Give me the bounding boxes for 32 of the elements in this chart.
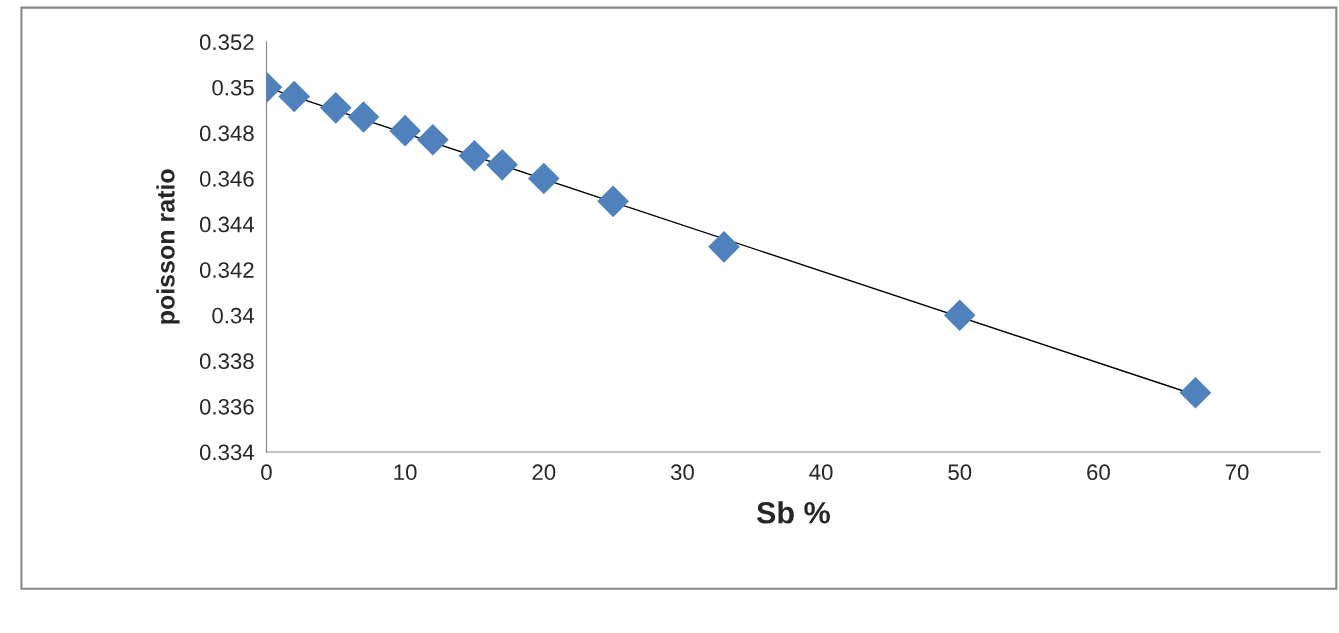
point: [527, 162, 560, 195]
point: [417, 123, 449, 156]
y-tick-label: 0.348: [199, 125, 254, 142]
y-tick-label: 0.336: [199, 398, 254, 415]
point: [319, 92, 352, 124]
point: [486, 149, 519, 181]
x-axis-title: Sb %: [756, 501, 830, 524]
x-tick-label: 40: [809, 464, 833, 481]
point: [347, 101, 380, 133]
point: [1179, 376, 1212, 409]
y-tick-label: 0.34: [212, 307, 255, 324]
y-tick-label: 0.352: [199, 34, 254, 51]
point: [389, 114, 421, 147]
x-tick-label: 60: [1087, 464, 1110, 481]
point: [458, 139, 491, 172]
x-tick-label: 50: [948, 464, 972, 481]
x-tick-label: 30: [670, 464, 694, 481]
y-axis-title: poisson ratio: [156, 169, 180, 324]
point: [278, 80, 311, 113]
y-tick-label: 0.35: [212, 79, 254, 96]
y-tick-label: 0.342: [199, 262, 254, 278]
y-tick-label: 0.334: [199, 444, 255, 461]
y-tick-label: 0.338: [199, 353, 254, 370]
point: [597, 185, 629, 218]
y-tick-label: 0.344: [199, 216, 255, 233]
x-tick-label: 0: [261, 464, 272, 481]
x-tick-label: 10: [394, 464, 417, 481]
point: [708, 231, 740, 263]
x-tick-label: 20: [532, 464, 556, 481]
point: [943, 299, 976, 332]
y-tick-label: 0.346: [199, 171, 254, 187]
x-tick-label: 70: [1225, 464, 1249, 481]
